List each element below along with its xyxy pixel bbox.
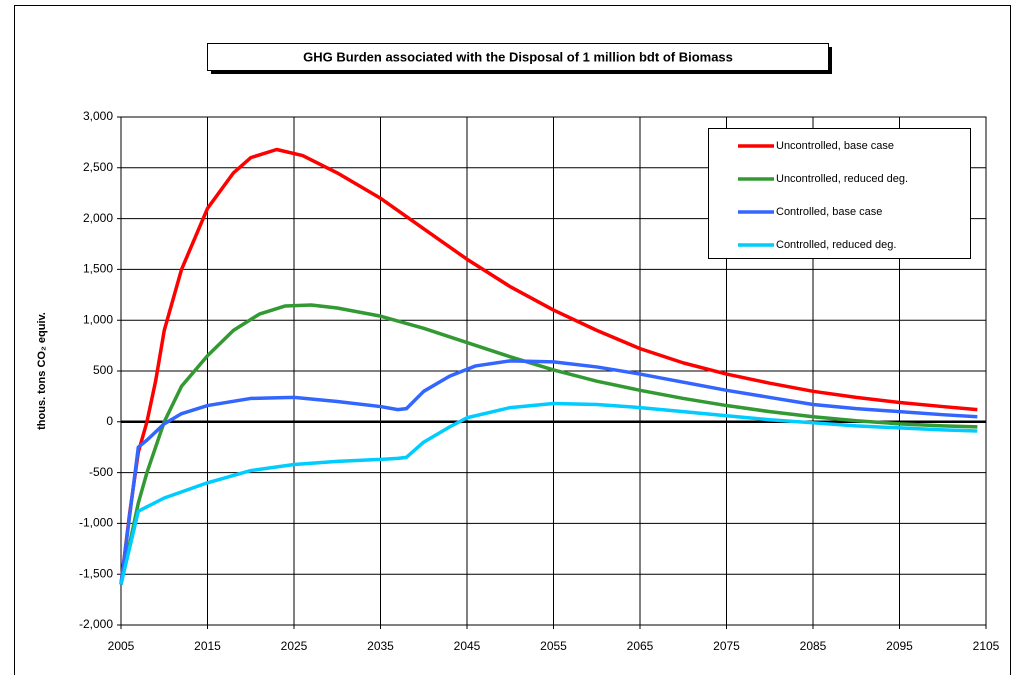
x-tick-label: 2055 bbox=[540, 639, 567, 653]
y-tick-label: -1,500 bbox=[79, 566, 113, 580]
x-tick-label: 2045 bbox=[454, 639, 481, 653]
y-tick-label: 0 bbox=[106, 414, 113, 428]
legend bbox=[708, 128, 971, 259]
x-tick-label: 2085 bbox=[800, 639, 827, 653]
x-tick-label: 2025 bbox=[281, 639, 308, 653]
y-tick-label: 3,000 bbox=[83, 109, 113, 123]
x-tick-label: 2095 bbox=[886, 639, 913, 653]
legend-label: Controlled, reduced deg. bbox=[776, 239, 896, 251]
chart-title: GHG Burden associated with the Disposal … bbox=[303, 49, 733, 64]
y-tick-label: 1,500 bbox=[83, 262, 113, 276]
y-axis-label: thous. tons CO₂ equiv. bbox=[36, 312, 48, 430]
series-line bbox=[119, 359, 978, 585]
series-line bbox=[119, 401, 978, 585]
y-tick-label: -1,000 bbox=[79, 516, 113, 530]
y-tick-label: -500 bbox=[89, 465, 113, 479]
legend-label: Uncontrolled, reduced deg. bbox=[776, 173, 908, 185]
y-tick-label: 1,000 bbox=[83, 312, 113, 326]
title-box bbox=[207, 43, 829, 71]
y-tick-label: 500 bbox=[93, 363, 113, 377]
y-tick-label: -2,000 bbox=[79, 617, 113, 631]
series-line bbox=[119, 303, 978, 585]
x-tick-label: 2015 bbox=[194, 639, 221, 653]
series-line bbox=[119, 147, 978, 585]
x-tick-label: 2105 bbox=[973, 639, 1000, 653]
x-tick-label: 2075 bbox=[713, 639, 740, 653]
x-tick-label: 2005 bbox=[108, 639, 135, 653]
y-tick-label: 2,000 bbox=[83, 211, 113, 225]
y-tick-label: 2,500 bbox=[83, 160, 113, 174]
x-tick-label: 2035 bbox=[367, 639, 394, 653]
legend-label: Uncontrolled, base case bbox=[776, 140, 894, 152]
x-tick-label: 2065 bbox=[627, 639, 654, 653]
legend-label: Controlled, base case bbox=[776, 206, 882, 218]
